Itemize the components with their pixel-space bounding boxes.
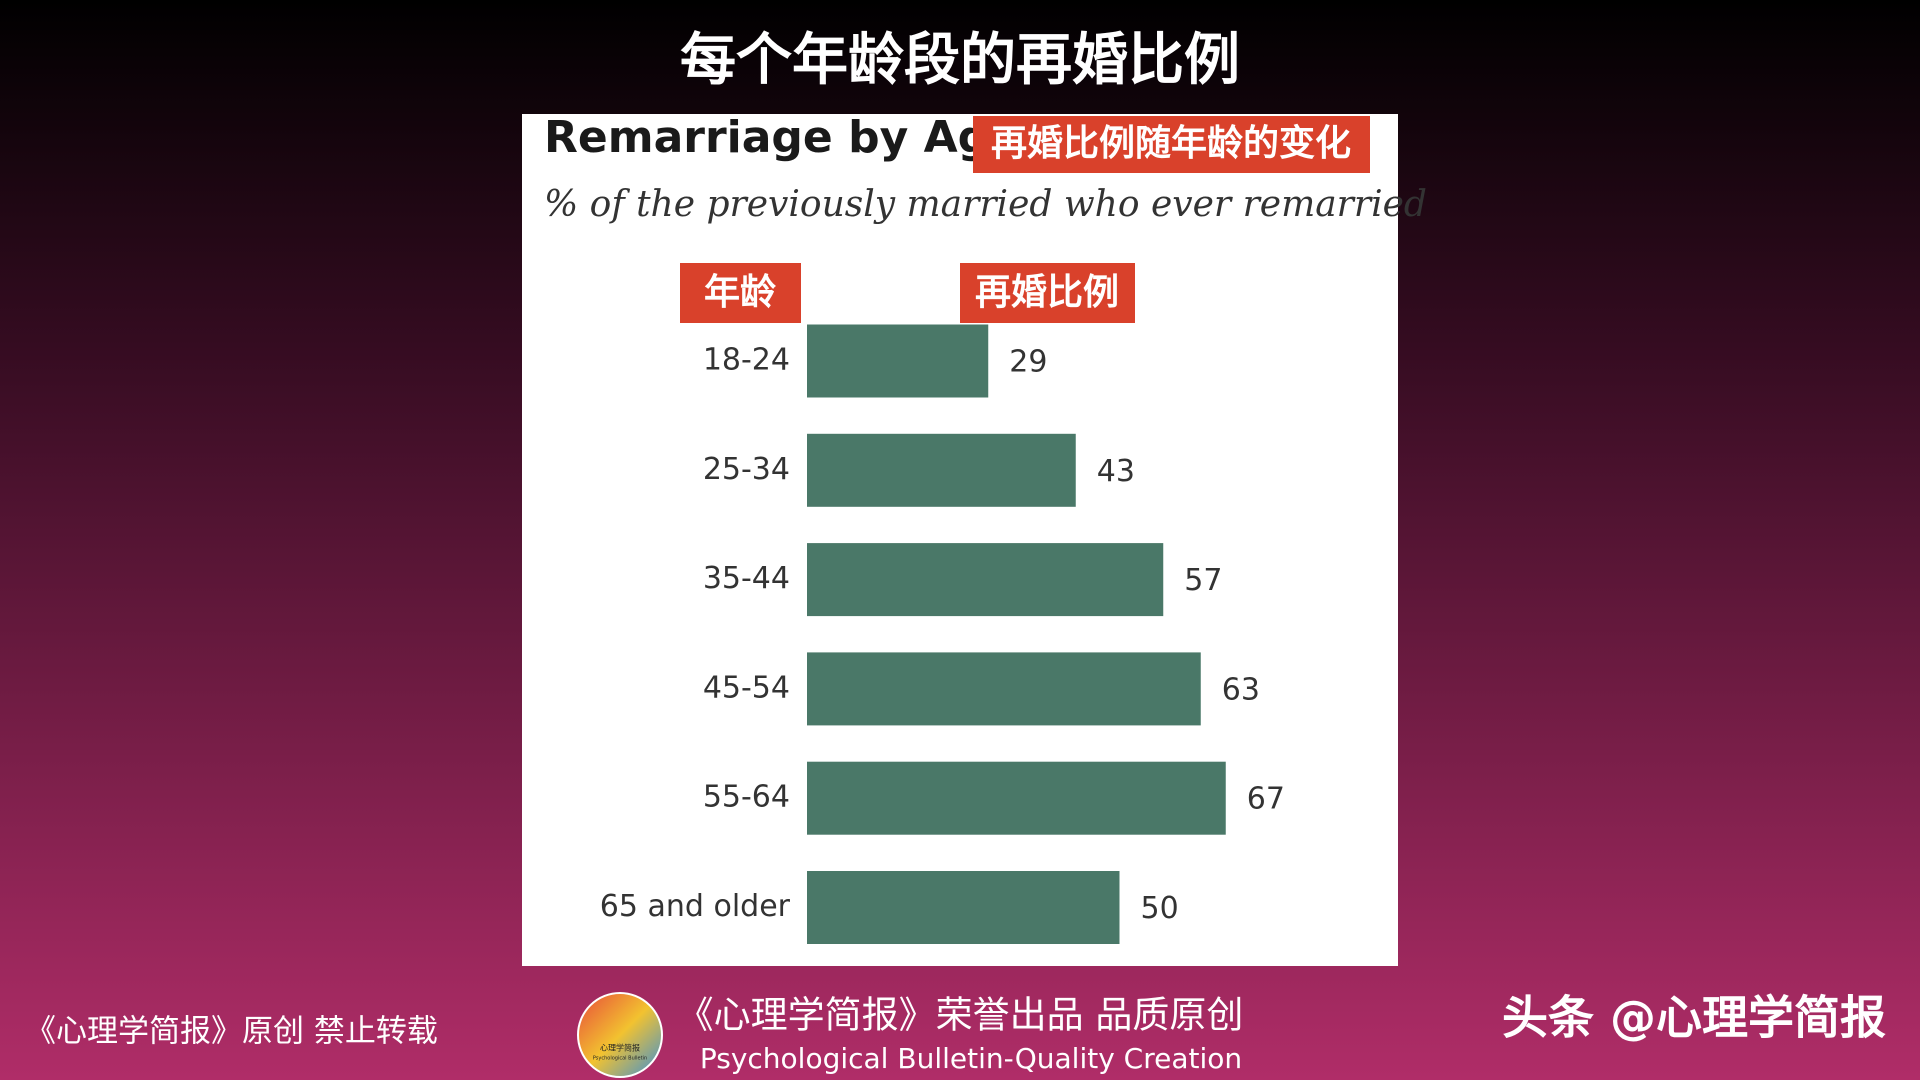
age-tag-box [680, 263, 801, 323]
logo [577, 992, 663, 1078]
logo-title: 心理学简报 [600, 1043, 640, 1053]
value-label: 43 [1097, 454, 1135, 489]
rate-tag: 再婚比例 [975, 272, 1119, 313]
slide-title: 每个年龄段的再婚比例 [680, 28, 1240, 93]
chart-subtitle: % of the previously married who ever rem… [544, 184, 1427, 225]
title-tag-box [973, 116, 1370, 173]
footer-center-subtitle: Psychological Bulletin-Quality Creation [700, 1042, 1242, 1075]
category-label: 55-64 [703, 780, 790, 815]
category-label: 25-34 [703, 452, 790, 487]
value-label: 63 [1222, 672, 1260, 707]
bar-group: 18-24 29 25-34 43 35-44 57 45-54 63 55-64 67 65 an… [600, 324, 1285, 944]
category-label: 45-54 [703, 670, 790, 705]
rate-tag-box [960, 263, 1135, 323]
value-label: 57 [1184, 563, 1222, 598]
value-label: 29 [1009, 345, 1047, 380]
age-tag: 年龄 [704, 272, 776, 313]
logo-subtitle: Psychological Bulletin [593, 1056, 647, 1062]
footer-center-title: 《心理学简报》荣誉出品 品质原创 [677, 994, 1244, 1037]
title-tag: 再婚比例随年龄的变化 [991, 122, 1351, 164]
bar [807, 433, 1076, 507]
chart-panel [522, 114, 1398, 966]
category-label: 65 and older [600, 889, 791, 924]
category-label: 35-44 [703, 561, 790, 596]
bar [807, 761, 1226, 835]
category-label: 18-24 [703, 343, 790, 378]
footer-left: 《心理学简报》原创 禁止转载 [25, 1014, 438, 1050]
footer-right: 头条 @心理学简报 [1502, 991, 1886, 1045]
bar [807, 543, 1164, 617]
value-label: 67 [1247, 782, 1285, 817]
bar [807, 324, 989, 398]
bar [807, 652, 1201, 726]
chart-title: Remarriage by Age [544, 112, 1019, 163]
bar [807, 871, 1120, 944]
value-label: 50 [1141, 891, 1179, 926]
